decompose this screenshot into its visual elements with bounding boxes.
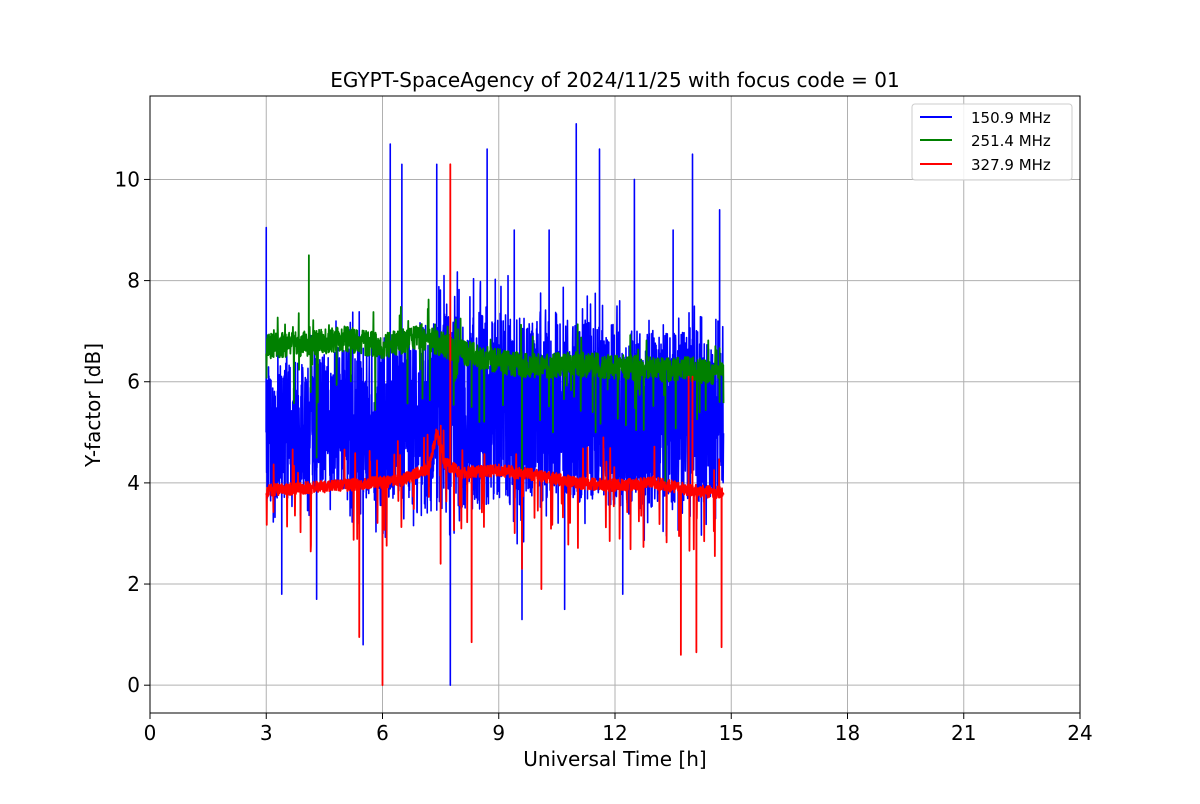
series-line-327-9 — [265, 163, 725, 687]
x-axis-label: Universal Time [h] — [523, 747, 706, 771]
y-tick-label: 2 — [127, 572, 140, 596]
x-tick-label: 15 — [719, 721, 744, 745]
y-tick-label: 10 — [115, 167, 140, 191]
legend-box — [911, 103, 1073, 181]
y-tick-label: 4 — [127, 471, 140, 495]
x-tick-label: 18 — [835, 721, 860, 745]
legend-label-327-9: 327.9 MHz — [971, 156, 1051, 174]
legend-label-251-4: 251.4 MHz — [971, 132, 1051, 150]
y-tick-label: 0 — [127, 673, 140, 697]
series-line-150-9 — [265, 123, 725, 686]
x-tick-label: 6 — [376, 721, 389, 745]
y-tick-label: 8 — [127, 269, 140, 293]
series-layer — [265, 123, 725, 687]
y-tick-label: 6 — [127, 370, 140, 394]
x-tick-label: 0 — [144, 721, 157, 745]
x-tick-label: 21 — [951, 721, 976, 745]
series-line-251-4 — [265, 254, 725, 540]
y-axis-label: Y-factor [dB] — [81, 343, 105, 468]
legend-label-150-9: 150.9 MHz — [971, 109, 1051, 127]
x-tick-label: 24 — [1067, 721, 1092, 745]
x-tick-label: 9 — [492, 721, 505, 745]
x-tick-label: 3 — [260, 721, 273, 745]
chart-title: EGYPT-SpaceAgency of 2024/11/25 with foc… — [330, 68, 899, 92]
x-tick-label: 12 — [602, 721, 627, 745]
chart-legend: 150.9 MHz 251.4 MHz 327.9 MHz — [911, 103, 1073, 181]
